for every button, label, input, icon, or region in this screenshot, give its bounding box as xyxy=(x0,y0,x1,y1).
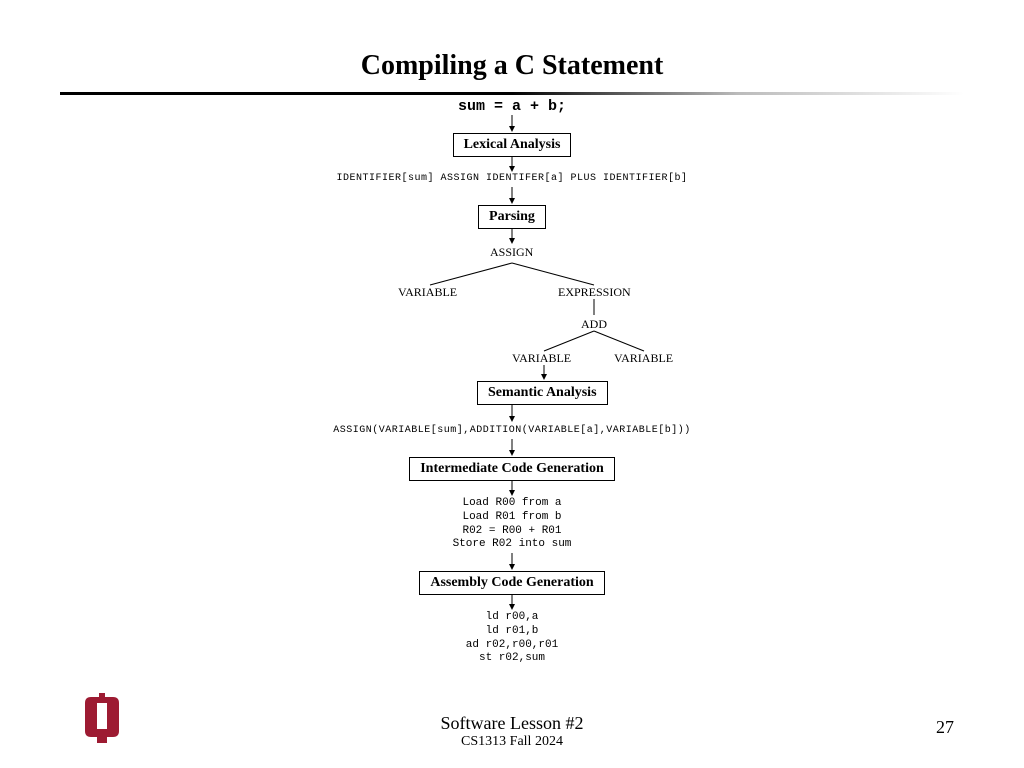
page-title: Compiling a C Statement xyxy=(0,0,1024,92)
stage-parsing: Parsing xyxy=(212,205,812,229)
ou-logo xyxy=(85,693,125,748)
stage-acg: Assembly Code Generation xyxy=(212,571,812,595)
footer-line1: Software Lesson #2 xyxy=(0,713,1024,734)
tree-add: ADD xyxy=(581,317,607,332)
semantic-output: ASSIGN(VARIABLE[sum],ADDITION(VARIABLE[a… xyxy=(212,425,812,436)
stage-icg-box: Intermediate Code Generation xyxy=(409,457,615,481)
footer-line2: CS1313 Fall 2024 xyxy=(0,734,1024,750)
stage-lexical: Lexical Analysis xyxy=(212,133,812,157)
intermediate-code: Load R00 from a Load R01 from b R02 = R0… xyxy=(212,497,812,552)
page-number: 27 xyxy=(936,717,954,738)
source-statement: sum = a + b; xyxy=(212,98,812,115)
stage-acg-box: Assembly Code Generation xyxy=(419,571,604,595)
stage-icg: Intermediate Code Generation xyxy=(212,457,812,481)
tree-left: VARIABLE xyxy=(398,285,457,300)
tree-right: EXPRESSION xyxy=(558,285,631,300)
stage-semantic-box: Semantic Analysis xyxy=(477,381,608,405)
tree-add-right: VARIABLE xyxy=(614,351,673,366)
assembly-code: ld r00,a ld r01,b ad r02,r00,r01 st r02,… xyxy=(212,611,812,666)
stage-lexical-box: Lexical Analysis xyxy=(453,133,572,157)
stage-semantic: Semantic Analysis xyxy=(477,381,608,405)
tree-add-left: VARIABLE xyxy=(512,351,571,366)
stage-parsing-box: Parsing xyxy=(478,205,546,229)
token-stream: IDENTIFIER[sum] ASSIGN IDENTIFER[a] PLUS… xyxy=(212,173,812,184)
compiler-flowchart: sum = a + b; Lexical Analysis IDENTIFIER… xyxy=(212,95,812,675)
footer: Software Lesson #2 CS1313 Fall 2024 xyxy=(0,713,1024,750)
tree-root: ASSIGN xyxy=(490,245,533,260)
